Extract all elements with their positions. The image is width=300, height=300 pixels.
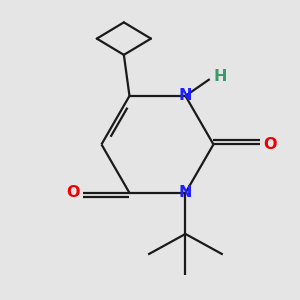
- Text: O: O: [264, 137, 277, 152]
- Text: O: O: [66, 185, 79, 200]
- Text: N: N: [179, 185, 192, 200]
- Text: N: N: [179, 88, 192, 104]
- Text: H: H: [213, 69, 227, 84]
